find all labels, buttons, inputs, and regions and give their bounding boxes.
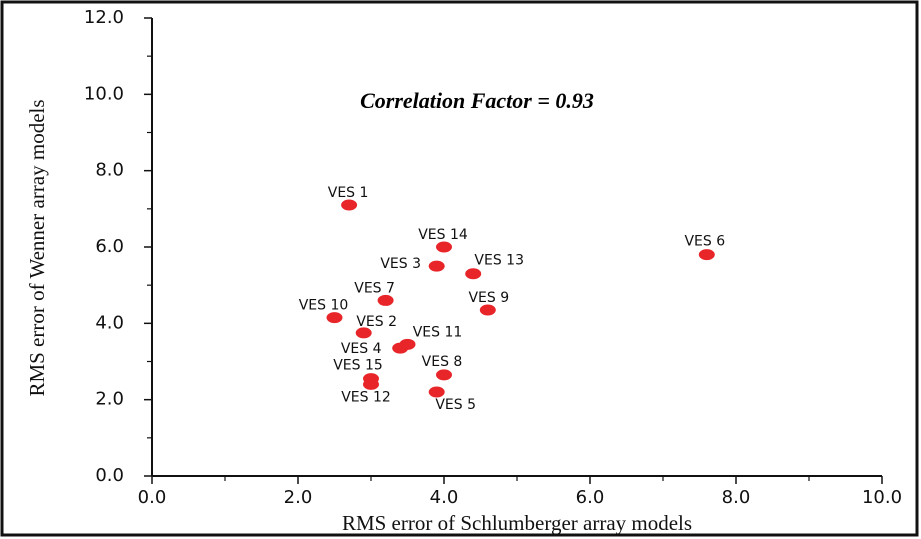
point-label: VES 6 xyxy=(684,234,725,250)
y-tick-label: 12.0 xyxy=(84,7,124,28)
point xyxy=(698,249,715,261)
y-tick-label: 8.0 xyxy=(95,160,124,181)
point-label: VES 13 xyxy=(474,253,524,269)
x-tick-label: 0.0 xyxy=(138,487,167,508)
annotation: Correlation Factor = 0.93 xyxy=(360,88,594,113)
y-tick-label: 4.0 xyxy=(95,312,124,333)
point-label: VES 8 xyxy=(422,354,463,370)
y-tick-label: 2.0 xyxy=(95,389,124,410)
point xyxy=(363,378,379,390)
point-label: VES 15 xyxy=(333,358,383,374)
point xyxy=(392,342,409,354)
point-label: VES 3 xyxy=(380,256,421,272)
point-label: VES 7 xyxy=(354,280,395,296)
point xyxy=(436,241,452,253)
y-tick-label: 6.0 xyxy=(95,236,124,257)
point-label: VES 11 xyxy=(413,324,463,340)
y-tick-label: 0.0 xyxy=(95,465,124,486)
x-tick-label: 6.0 xyxy=(576,487,605,508)
x-tick-label: 4.0 xyxy=(430,487,459,508)
point xyxy=(479,304,496,316)
x-tick-label: 8.0 xyxy=(722,487,751,508)
point xyxy=(428,260,445,272)
point-label: VES 14 xyxy=(418,227,468,243)
x-axis-label: RMS error of Schlumberger array models xyxy=(342,511,692,535)
point xyxy=(377,294,394,306)
point xyxy=(428,386,445,398)
point-label: VES 12 xyxy=(341,389,391,405)
point xyxy=(436,369,452,381)
point-label: VES 4 xyxy=(341,341,382,357)
point-label: VES 1 xyxy=(328,185,369,201)
point-label: VES 5 xyxy=(435,397,476,413)
point xyxy=(326,312,343,324)
x-tick-label: 10.0 xyxy=(862,487,902,508)
point-label: VES 10 xyxy=(299,298,349,314)
x-tick-label: 2.0 xyxy=(284,487,313,508)
point xyxy=(341,199,358,211)
point-label: VES 9 xyxy=(468,290,509,306)
y-tick-label: 10.0 xyxy=(84,83,124,104)
y-axis-label: RMS error of Wenner array models xyxy=(25,99,49,396)
point xyxy=(355,327,372,339)
point-label: VES 2 xyxy=(356,314,397,330)
point xyxy=(465,268,482,280)
